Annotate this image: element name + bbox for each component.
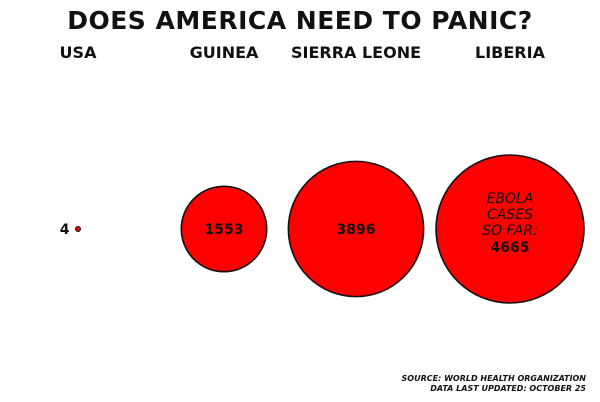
- country-label-guinea: GUINEA: [190, 43, 259, 62]
- country-label-sierra-leone: SIERRA LEONE: [291, 43, 421, 62]
- value-label-liberia: 4665: [491, 240, 530, 256]
- bubble-liberia: [435, 154, 585, 304]
- bubble-sierra-leone: [287, 160, 425, 298]
- country-label-usa: USA: [60, 43, 98, 62]
- value-label-usa: 4: [60, 222, 70, 238]
- source-line: SOURCE: WORLD HEALTH ORGANIZATION: [401, 374, 586, 383]
- value-label-guinea: 1553: [205, 222, 244, 238]
- source-note: SOURCE: WORLD HEALTH ORGANIZATION DATA L…: [402, 374, 586, 394]
- country-label-liberia: LIBERIA: [475, 43, 546, 62]
- annotation-line: SO FAR:: [482, 223, 538, 239]
- bubble-guinea: [180, 185, 268, 273]
- bubble-usa: [75, 226, 81, 232]
- updated-line: DATA LAST UPDATED: OCTOBER 25: [430, 384, 586, 393]
- annotation-line: EBOLA: [487, 191, 534, 207]
- chart-title: DOES AMERICA NEED TO PANIC?: [67, 6, 533, 35]
- annotation-line: CASES: [487, 207, 533, 223]
- value-label-sierra-leone: 3896: [337, 222, 376, 238]
